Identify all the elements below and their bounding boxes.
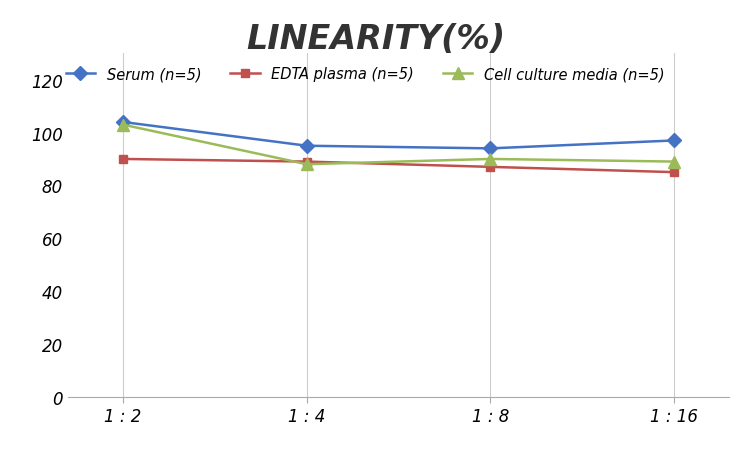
Line: Serum (n=5): Serum (n=5) (118, 118, 679, 154)
Text: LINEARITY(%): LINEARITY(%) (247, 23, 505, 55)
EDTA plasma (n=5) (486, 165, 495, 170)
Cell culture media (n=5) (302, 162, 311, 168)
Line: EDTA plasma (n=5): EDTA plasma (n=5) (119, 156, 678, 177)
EDTA plasma (n=5) (302, 160, 311, 165)
Serum (n=5) (670, 138, 679, 144)
Cell culture media (n=5) (486, 157, 495, 162)
Serum (n=5) (118, 120, 127, 125)
EDTA plasma (n=5) (118, 157, 127, 162)
Serum (n=5) (302, 144, 311, 149)
Line: Cell culture media (n=5): Cell culture media (n=5) (117, 120, 680, 170)
EDTA plasma (n=5) (670, 170, 679, 175)
Serum (n=5) (486, 146, 495, 152)
Legend: Serum (n=5), EDTA plasma (n=5), Cell culture media (n=5): Serum (n=5), EDTA plasma (n=5), Cell cul… (60, 61, 671, 88)
Cell culture media (n=5) (118, 123, 127, 128)
Cell culture media (n=5) (670, 160, 679, 165)
